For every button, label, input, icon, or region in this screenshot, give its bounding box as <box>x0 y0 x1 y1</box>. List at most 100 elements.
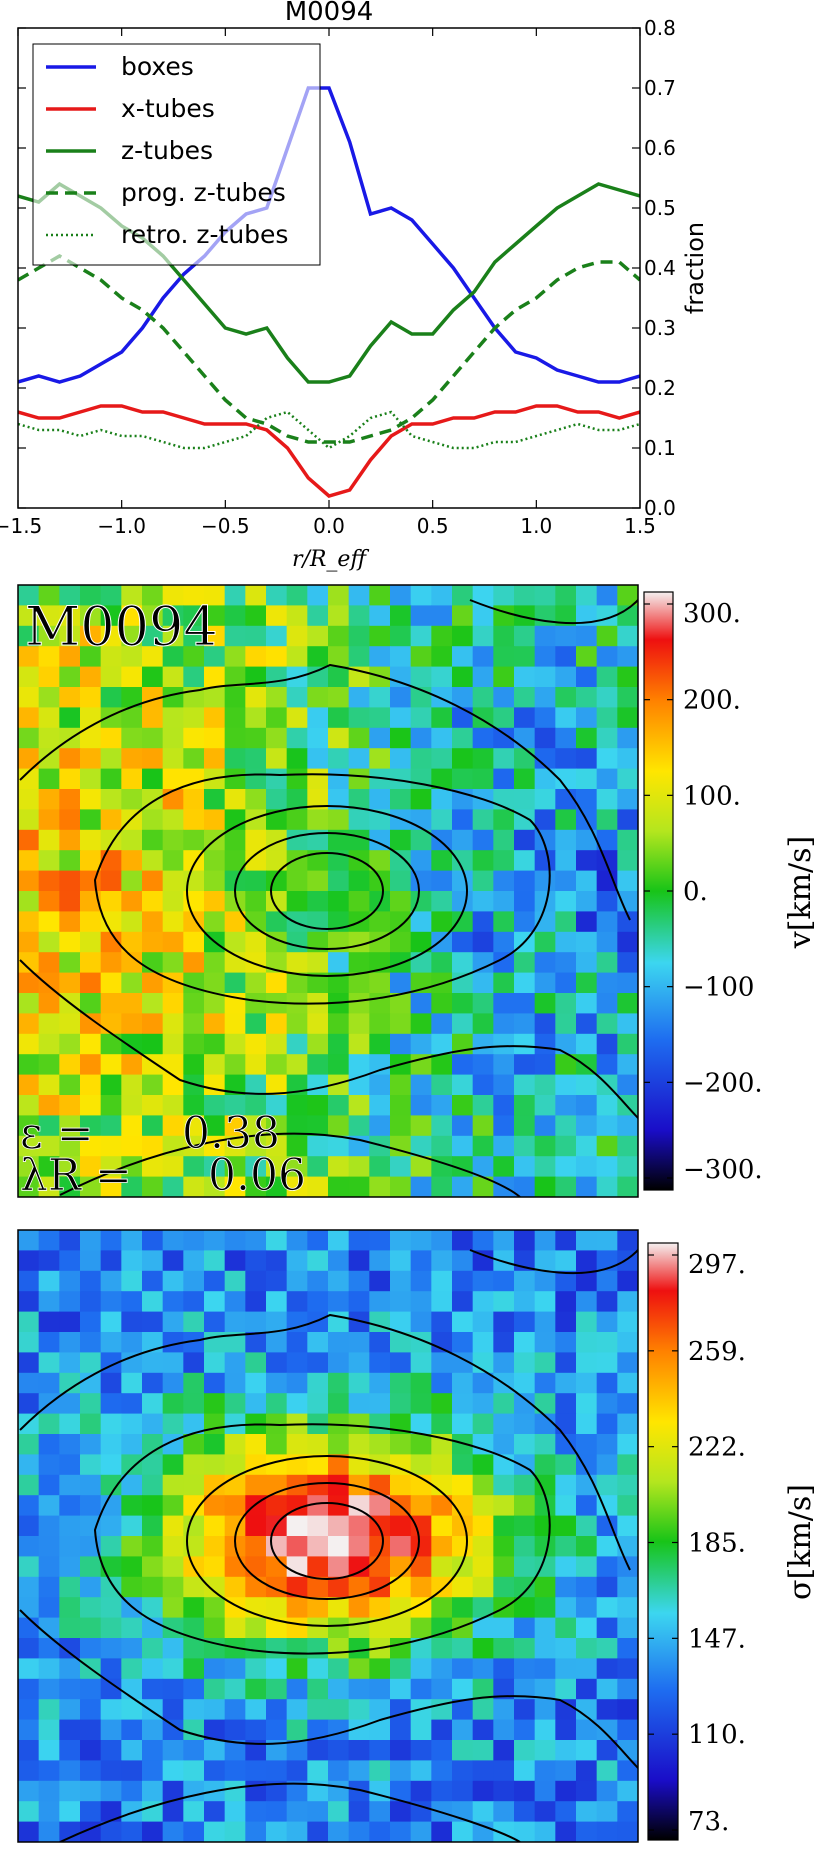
velocity-bin <box>452 1074 474 1096</box>
dispersion-bin <box>617 1311 638 1333</box>
dispersion-bin <box>142 1658 164 1680</box>
dispersion-bin <box>534 1250 556 1272</box>
dispersion-bin <box>266 1556 288 1578</box>
velocity-bin <box>59 646 81 668</box>
dispersion-bin <box>493 1760 515 1782</box>
velocity-bin <box>390 768 412 790</box>
velocity-bin <box>555 829 577 851</box>
velocity-bin <box>80 1033 102 1055</box>
velocity-bin <box>328 891 350 912</box>
velocity-bin <box>80 972 102 994</box>
velocity-bin <box>555 727 577 749</box>
dispersion-bin <box>576 1576 598 1598</box>
velocity-bin <box>59 1074 81 1096</box>
dispersion-bin <box>59 1678 81 1700</box>
velocity-bin <box>452 687 474 708</box>
dispersion-bin <box>307 1617 329 1639</box>
dispersion-bin <box>452 1638 474 1659</box>
dispersion-bin <box>286 1760 308 1782</box>
dispersion-bin <box>596 1393 618 1415</box>
dispersion-bin <box>204 1678 226 1700</box>
velocity-bin <box>38 891 60 912</box>
dispersion-bin <box>286 1372 308 1394</box>
dispersion-bin <box>472 1454 494 1476</box>
dispersion-bin <box>576 1515 598 1537</box>
dispersion-bin <box>493 1556 515 1578</box>
velocity-bin <box>183 789 205 810</box>
dispersion-bin <box>307 1740 329 1761</box>
series-line-4 <box>18 410 640 450</box>
velocity-bin <box>18 1074 40 1096</box>
velocity-bin <box>245 1033 267 1055</box>
velocity-bin <box>328 1013 350 1035</box>
dispersion-bin <box>348 1332 370 1353</box>
velocity-bin <box>245 748 267 770</box>
dispersion-bin <box>555 1638 577 1659</box>
dispersion-bin <box>328 1597 350 1619</box>
velocity-bin <box>493 972 515 994</box>
dispersion-bin <box>38 1597 60 1619</box>
dispersion-bin <box>514 1413 536 1435</box>
dispersion-bin <box>266 1699 288 1721</box>
velocity-bin <box>245 768 267 790</box>
dispersion-bin <box>307 1719 329 1741</box>
velocity-bin <box>348 1115 370 1137</box>
dispersion-bin <box>224 1413 246 1435</box>
dispersion-bin <box>328 1801 350 1823</box>
velocity-bin <box>390 687 412 708</box>
dispersion-bin <box>617 1678 638 1700</box>
dispersion-bin <box>18 1821 40 1842</box>
dispersion-bin <box>555 1434 577 1455</box>
dispersion-bin <box>59 1474 81 1496</box>
dispersion-bin <box>617 1515 638 1537</box>
y-tick-label: 0.3 <box>644 316 676 340</box>
velocity-bin <box>224 829 246 851</box>
dispersion-bin <box>555 1372 577 1394</box>
velocity-bin <box>266 1156 288 1178</box>
dispersion-bin <box>328 1270 350 1292</box>
dispersion-bin <box>348 1821 370 1842</box>
velocity-bin <box>369 1176 391 1197</box>
dispersion-bin <box>121 1760 143 1782</box>
dispersion-bin <box>410 1250 432 1272</box>
velocity-bin <box>38 931 60 953</box>
dispersion-bin <box>410 1556 432 1578</box>
map-frame <box>17 1229 639 1843</box>
velocity-bin <box>534 952 556 974</box>
y-tick-label: 0.6 <box>644 136 676 160</box>
dispersion-bin <box>472 1638 494 1659</box>
dispersion-bin <box>204 1638 226 1659</box>
dispersion-bin <box>59 1352 81 1374</box>
dispersion-bin <box>348 1352 370 1374</box>
dispersion-bin <box>18 1719 40 1741</box>
dispersion-bin <box>286 1678 308 1700</box>
colorbar-tick-label: 200. <box>683 686 741 716</box>
dispersion-bin <box>348 1434 370 1455</box>
velocity-bin <box>514 768 536 790</box>
velocity-bin <box>617 1033 638 1055</box>
dispersion-bin <box>348 1474 370 1496</box>
dispersion-bin <box>390 1780 412 1802</box>
contour <box>186 1455 468 1627</box>
x-axis-label: r/R_eff <box>292 547 370 572</box>
velocity-bin <box>100 1013 122 1035</box>
dispersion-bin <box>431 1576 453 1598</box>
dispersion-bin <box>555 1454 577 1476</box>
velocity-bin <box>431 1054 453 1076</box>
velocity-bin <box>348 870 370 892</box>
velocity-bin <box>38 1054 60 1076</box>
velocity-bin <box>328 1074 350 1096</box>
velocity-bin <box>183 646 205 668</box>
dispersion-bin <box>534 1760 556 1782</box>
velocity-bin <box>493 911 515 933</box>
dispersion-bin <box>452 1352 474 1374</box>
dispersion-bin <box>472 1413 494 1435</box>
velocity-bin <box>121 1095 143 1116</box>
velocity-bin <box>286 605 308 627</box>
dispersion-bin <box>576 1230 598 1251</box>
velocity-bin <box>142 809 164 831</box>
dispersion-bin <box>18 1250 40 1272</box>
velocity-bin <box>472 687 494 708</box>
velocity-bin <box>534 707 556 729</box>
dispersion-bin <box>80 1332 102 1353</box>
